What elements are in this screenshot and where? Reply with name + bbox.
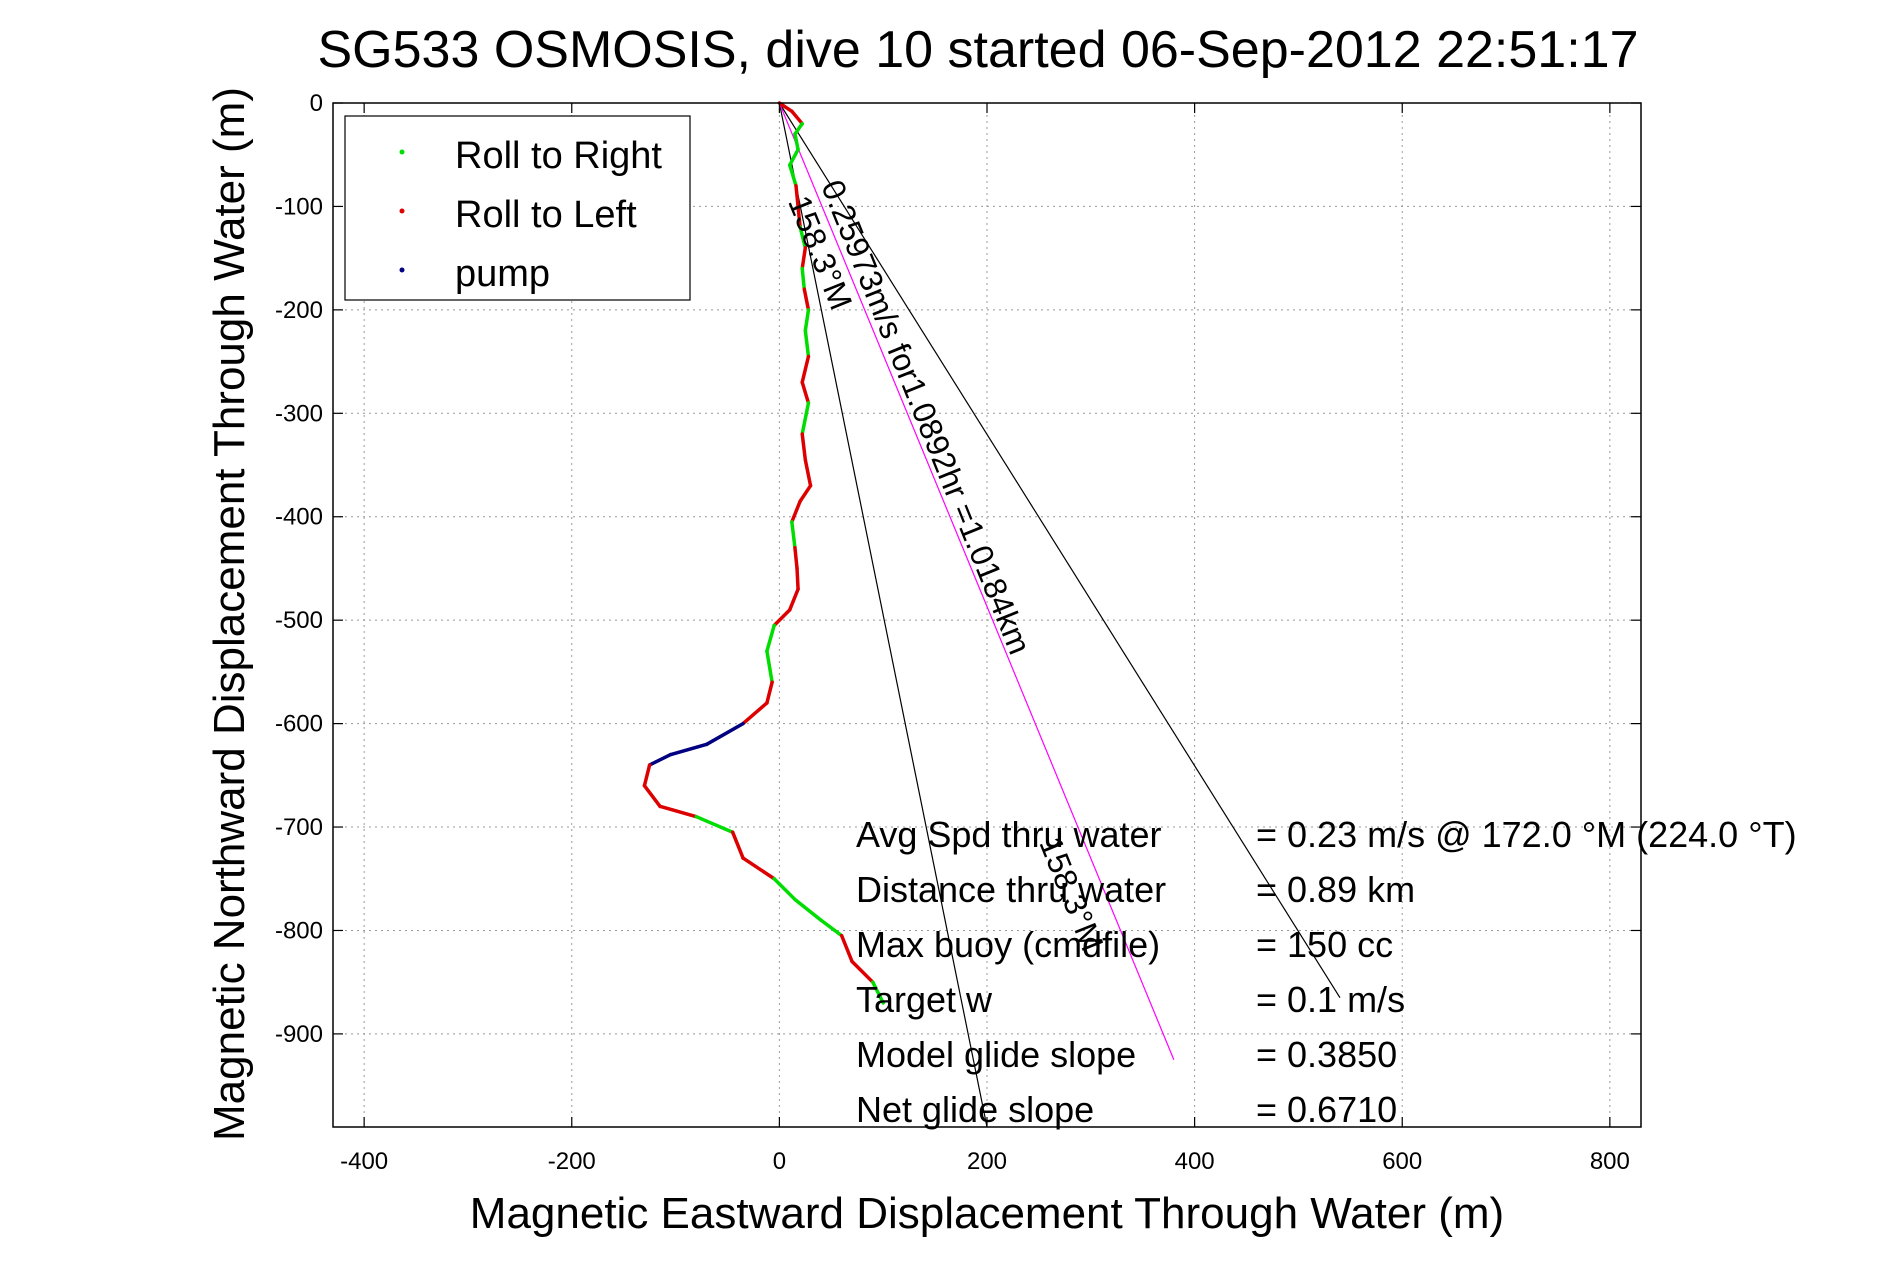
y-tick-label: -400: [275, 504, 323, 531]
track-segment-right: [788, 147, 800, 167]
displacement-line: [778, 102, 1175, 1060]
track-segment-left: [642, 763, 652, 788]
track-segment-left: [790, 109, 804, 126]
y-tick-label: -200: [275, 297, 323, 324]
heading-line-2: [778, 102, 1341, 999]
track-segment-pump: [647, 752, 673, 767]
y-axis-ticks: 0 -100 -200 -300 -400 -500 -600 -700 -800 -900: [275, 90, 1641, 1048]
track-segment-right: [694, 814, 735, 834]
track-segment-left: [850, 959, 875, 984]
track-segment-right: [819, 918, 844, 938]
stat-value: = 0.23 m/s @ 172.0 °M (224.0 °T): [1256, 814, 1797, 855]
track-segment-right: [772, 877, 797, 902]
legend: Roll to Right Roll to Left pump: [344, 115, 691, 301]
track-segment-right: [871, 980, 885, 1005]
track-segment-left: [794, 183, 800, 209]
x-tick-label: 0: [773, 1148, 786, 1175]
y-tick-label: -900: [275, 1021, 323, 1048]
x-tick-label: 200: [967, 1148, 1007, 1175]
track-segment-right: [798, 225, 808, 250]
track-segment-right: [800, 401, 811, 436]
x-tick-label: 600: [1382, 1148, 1422, 1175]
stat-label: Avg Spd thru water: [856, 814, 1162, 855]
x-axis-label: Magnetic Eastward Displacement Through W…: [470, 1189, 1504, 1238]
x-axis-ticks: -400 -200 0 200 400 600 800: [340, 103, 1630, 1175]
legend-label: Roll to Left: [455, 194, 637, 236]
stat-label: Target w: [856, 979, 993, 1020]
x-tick-label: -200: [548, 1148, 596, 1175]
y-tick-label: 0: [310, 90, 323, 117]
track-segment-left: [642, 783, 662, 809]
legend-label: Roll to Right: [455, 135, 662, 177]
track-segment-left: [802, 287, 811, 312]
stat-value: = 0.6710: [1256, 1089, 1397, 1130]
track-segment-left: [793, 546, 799, 571]
stat-value: = 0.1 m/s: [1256, 979, 1405, 1020]
stat-value: = 0.89 km: [1256, 869, 1415, 910]
reference-lines: [778, 102, 1341, 1128]
stat-label: Net glide slope: [856, 1089, 1094, 1130]
y-tick-label: -500: [275, 607, 323, 634]
track-segment-right: [765, 649, 774, 684]
track-segment-pump: [704, 721, 745, 747]
legend-label: pump: [455, 253, 550, 295]
track-segment-left: [788, 587, 800, 612]
track-segment-left: [795, 566, 800, 591]
stat-label: Max buoy (cmdfile): [856, 924, 1160, 965]
heading-line-1: [778, 102, 988, 1128]
track-segment-right: [793, 132, 800, 152]
legend-marker: [399, 149, 405, 155]
track-segment-left: [800, 354, 811, 385]
legend-marker: [399, 208, 405, 214]
track-segment-left: [796, 204, 802, 229]
chart-title: SG533 OSMOSIS, dive 10 started 06-Sep-20…: [317, 21, 1638, 79]
stat-label: Model glide slope: [856, 1034, 1136, 1075]
track-segment-left: [730, 830, 745, 860]
track-segment-left: [741, 856, 776, 881]
x-tick-label: -400: [340, 1148, 388, 1175]
track-segment-left: [803, 458, 813, 488]
track-segment-left: [800, 246, 808, 271]
track-segment-pump: [668, 742, 709, 757]
x-tick-label: 400: [1175, 1148, 1215, 1175]
track-segment-left: [800, 432, 808, 462]
track-segment-right: [790, 520, 797, 550]
legend-entries: Roll to Right Roll to Left pump: [399, 135, 662, 295]
y-axis-label: Magnetic Northward Displacement Through …: [205, 87, 254, 1141]
track-segment-left: [741, 701, 769, 726]
track-segment-left: [772, 608, 792, 628]
y-tick-label: -300: [275, 400, 323, 427]
track-segment-left: [777, 101, 794, 114]
track-segment-right: [800, 266, 807, 291]
track-segment-left: [765, 680, 774, 705]
track-segment-left: [798, 483, 813, 503]
glider-track: [642, 101, 885, 1005]
track-segment-right: [803, 328, 811, 359]
legend-marker: [399, 267, 405, 273]
track-segment-right: [803, 308, 811, 333]
track-segment-right: [788, 163, 798, 188]
y-tick-label: -700: [275, 814, 323, 841]
track-segment-right: [765, 623, 776, 653]
track-segment-left: [839, 933, 854, 964]
y-tick-label: -100: [275, 193, 323, 220]
track-segment-left: [800, 380, 811, 405]
stat-label: Distance thru water: [856, 869, 1166, 910]
track-segment-right: [793, 121, 804, 136]
stat-value: = 150 cc: [1256, 924, 1393, 965]
stats-panel: Avg Spd thru water = 0.23 m/s @ 172.0 °M …: [856, 814, 1797, 1130]
x-tick-label: 800: [1590, 1148, 1630, 1175]
track-segment-left: [658, 804, 699, 819]
track-segment-right: [793, 897, 823, 922]
y-tick-label: -600: [275, 711, 323, 738]
y-tick-label: -800: [275, 917, 323, 944]
stat-value: = 0.3850: [1256, 1034, 1397, 1075]
track-segment-left: [790, 499, 802, 524]
